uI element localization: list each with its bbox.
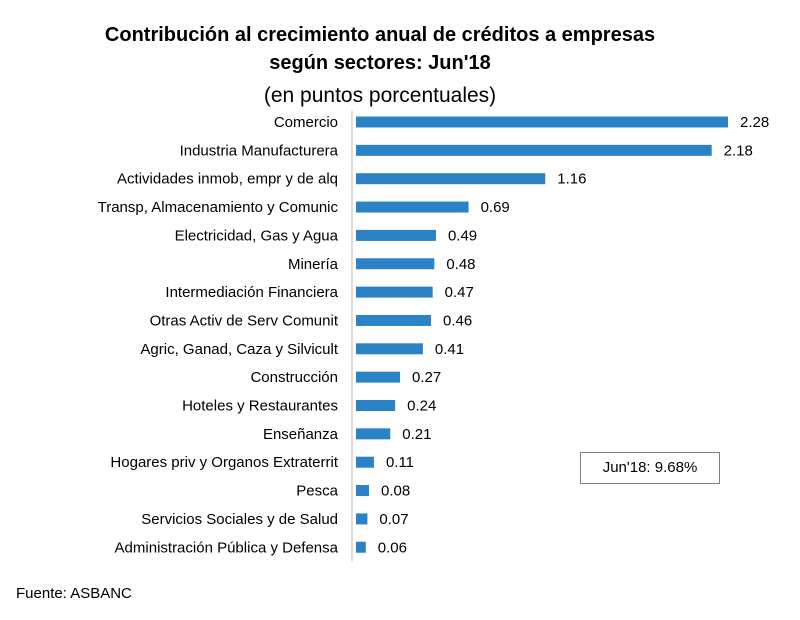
bar [356,541,366,553]
chart-title-line1: Contribución al crecimiento anual de cré… [104,24,656,46]
chart-subtitle: (en puntos porcentuales) [263,84,497,107]
data-label: 0.24 [407,398,436,415]
data-label: 0.11 [386,454,414,471]
category-label: Hogares priv y Organos Extraterrit [110,454,338,471]
data-label: 0.08 [381,483,410,500]
bar [356,343,423,355]
chart-title-line2: según sectores: Jun'18 [269,52,491,74]
category-label: Actividades inmob, empr y de alq [117,171,338,188]
data-label: 0.07 [379,511,408,528]
data-label: 1.16 [557,171,586,188]
data-label: 2.18 [724,142,753,159]
category-label: Industria Manufacturera [180,142,339,159]
bar [356,173,546,185]
data-label: 0.48 [446,256,475,273]
bar [356,258,435,270]
data-label: 0.41 [435,341,464,358]
category-label: Minería [288,256,339,273]
bar [356,428,391,440]
bar [356,513,368,525]
category-label: Otras Activ de Serv Comunit [150,312,339,329]
category-label: Agric, Ganad, Caza y Silvicult [140,341,338,358]
bar [356,201,469,213]
category-label: Administración Pública y Defensa [115,539,339,556]
category-label: Pesca [296,483,338,500]
category-label: Comercio [274,114,338,131]
data-label: 0.47 [445,284,474,301]
data-label: 2.28 [740,114,769,131]
bar [356,229,436,241]
category-label: Hoteles y Restaurantes [182,398,338,415]
data-label: 0.06 [378,539,407,556]
bar [356,144,712,156]
bar [356,371,401,383]
bar [356,286,433,298]
category-label: Intermediación Financiera [165,284,338,301]
bar [356,116,728,128]
category-label: Servicios Sociales y de Salud [141,511,338,528]
data-label: 0.21 [402,426,431,443]
bar [356,485,370,497]
bar [356,314,432,326]
data-label: 0.49 [448,227,477,244]
bar [356,456,374,468]
category-label: Enseñanza [263,426,339,443]
category-label: Transp, Almacenamiento y Comunic [98,199,339,216]
bar [356,400,396,411]
data-label: 0.27 [412,369,441,386]
source-note: Fuente: ASBANC [16,585,132,602]
data-label: 0.46 [443,312,472,329]
category-label: Electricidad, Gas y Agua [175,227,339,244]
category-label: Construcción [250,369,338,386]
total-growth-annotation: Jun'18: 9.68% [580,452,720,484]
data-label: 0.69 [481,199,510,216]
